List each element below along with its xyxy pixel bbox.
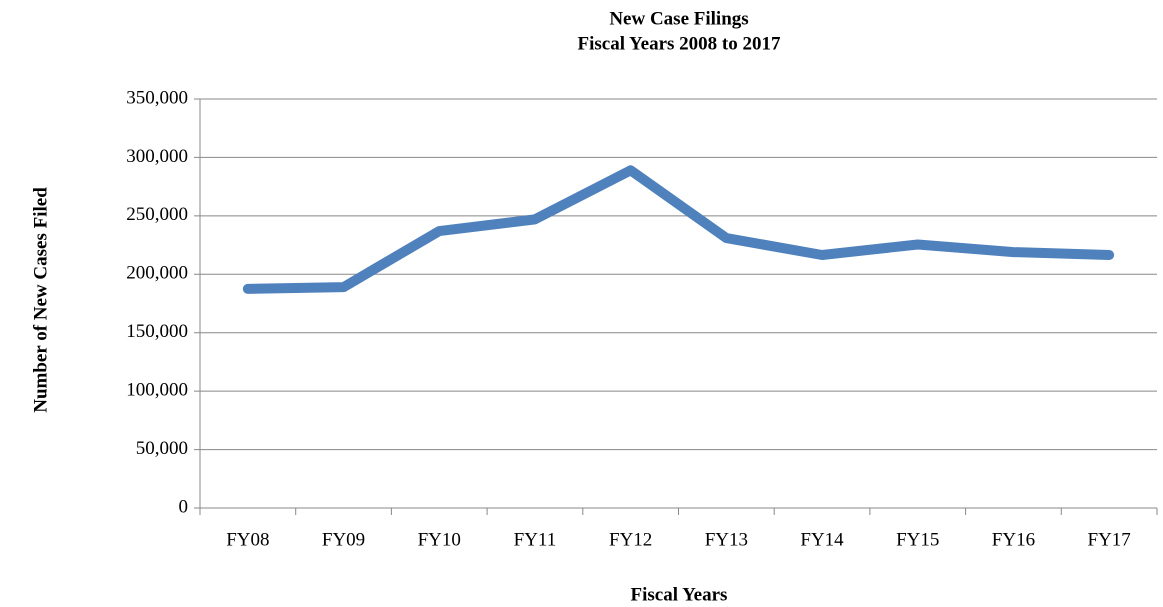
x-tick-label: FY14 [800, 529, 844, 550]
x-tick-label: FY15 [896, 529, 939, 550]
y-tick-label: 150,000 [126, 321, 188, 342]
x-tick-label: FY08 [226, 529, 269, 550]
y-tick-label: 0 [179, 496, 189, 517]
y-tick-label: 350,000 [126, 87, 188, 108]
y-tick-label: 50,000 [136, 438, 188, 459]
x-tick-label: FY09 [322, 529, 365, 550]
x-tick-label: FY17 [1088, 529, 1131, 550]
y-tick-label: 200,000 [126, 263, 188, 284]
y-tick-label: 300,000 [126, 146, 188, 167]
x-tick-label: FY11 [514, 529, 557, 550]
y-tick-label: 100,000 [126, 380, 188, 401]
y-axis-label: Number of New Cases Filed [30, 187, 51, 413]
chart-title: New Case Filings [609, 8, 748, 29]
x-axis-label: Fiscal Years [631, 584, 728, 605]
x-tick-label: FY13 [705, 529, 748, 550]
x-tick-label: FY10 [418, 529, 461, 550]
x-tick-label: FY16 [992, 529, 1035, 550]
x-tick-label: FY12 [609, 529, 652, 550]
data-line [242, 165, 1115, 294]
y-tick-label: 250,000 [126, 204, 188, 225]
chart-subtitle: Fiscal Years 2008 to 2017 [578, 33, 781, 54]
